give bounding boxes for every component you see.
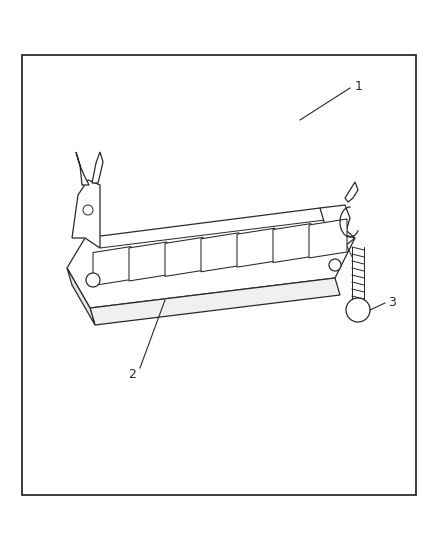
Polygon shape	[67, 268, 95, 325]
Polygon shape	[201, 233, 239, 272]
Polygon shape	[92, 152, 103, 183]
Polygon shape	[237, 228, 275, 267]
Circle shape	[346, 298, 370, 322]
Polygon shape	[72, 180, 100, 248]
Polygon shape	[273, 223, 311, 263]
Polygon shape	[129, 242, 167, 281]
Polygon shape	[90, 278, 340, 325]
Polygon shape	[76, 152, 89, 185]
Polygon shape	[309, 219, 347, 258]
Polygon shape	[93, 247, 131, 286]
Circle shape	[83, 205, 93, 215]
Circle shape	[329, 259, 341, 271]
Text: 1: 1	[355, 80, 363, 93]
Polygon shape	[67, 208, 355, 308]
Polygon shape	[320, 205, 355, 250]
Text: 2: 2	[128, 367, 136, 381]
Circle shape	[86, 273, 100, 287]
Polygon shape	[165, 237, 203, 277]
Polygon shape	[345, 182, 358, 202]
Text: 3: 3	[388, 296, 396, 310]
Bar	[22, 55, 416, 495]
